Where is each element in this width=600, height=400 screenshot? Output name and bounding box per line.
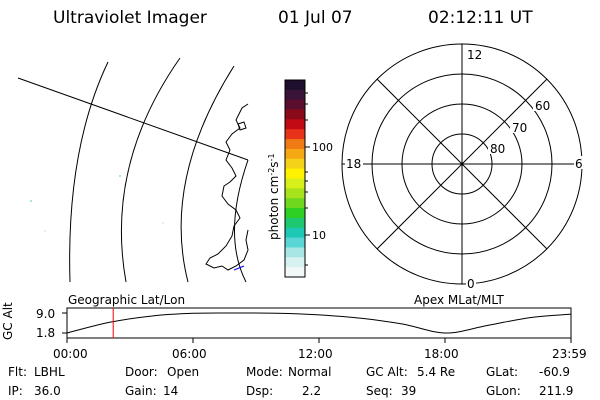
timeline-xtick-0: 00:00 — [53, 347, 88, 361]
map-latitude-arc-1 — [69, 61, 109, 283]
mode-value: Normal — [288, 365, 332, 379]
colorbar-cell — [285, 99, 305, 111]
map-speck-4 — [162, 222, 164, 224]
colorbar-cell — [285, 178, 305, 189]
colorbar-cell — [285, 257, 305, 268]
timeline-right-title: Apex MLat/MLT — [414, 293, 504, 307]
colorbar-axis-label: photon cm-2s-1 — [267, 153, 281, 240]
instrument-title: Ultraviolet Imager — [53, 8, 207, 28]
polar-diagonal-2 — [376, 78, 548, 250]
mlt-label-0: 0 — [467, 277, 475, 291]
mlat-label-70: 70 — [512, 121, 527, 135]
flt-label: Flt: — [8, 365, 27, 379]
colorbar-cell — [285, 139, 305, 150]
glat-value: -60.9 — [539, 365, 571, 379]
glon-value: 211.9 — [539, 384, 574, 398]
timeline-ytick-top: 9.0 — [36, 307, 56, 321]
colorbar-cell — [285, 217, 305, 229]
ip-value: 36.0 — [34, 384, 61, 398]
map-speck-2 — [119, 175, 121, 177]
flt-value: LBHL — [34, 365, 65, 379]
map-coastline — [205, 103, 249, 271]
mode-label: Mode: — [246, 365, 283, 379]
mlat-label-60: 60 — [535, 99, 550, 113]
colorbar-cell — [285, 89, 305, 101]
altitude-series-line — [66, 312, 572, 334]
mlat-label-80: 80 — [490, 142, 505, 156]
date-label: 01 Jul 07 — [278, 8, 353, 28]
ip-label: IP: — [8, 384, 23, 398]
door-label: Door: — [125, 365, 158, 379]
seq-value: 39 — [401, 384, 417, 398]
colorbar-cell — [285, 198, 305, 209]
map-latitude-arc-3 — [180, 65, 235, 283]
glat-label: GLat: — [486, 365, 519, 379]
colorbar-cell — [285, 247, 305, 258]
colorbar-label-100: 100 — [312, 141, 333, 154]
mlt-label-18: 18 — [346, 157, 361, 171]
colorbar-cell — [285, 208, 305, 219]
gcalt-label: GC Alt: — [366, 365, 408, 379]
door-value: Open — [167, 365, 200, 379]
map-speck-1 — [30, 200, 32, 202]
timeline-frame — [66, 307, 572, 339]
colorbar-frame — [284, 79, 306, 278]
timeline-xtick-2: 12:00 — [298, 347, 333, 361]
map-speck-3 — [44, 230, 46, 232]
colorbar-cell — [285, 267, 305, 278]
mlt-label-12: 12 — [467, 48, 482, 62]
colorbar-cell — [285, 129, 305, 140]
timeline-xtick-1: 06:00 — [172, 347, 207, 361]
timeline-ytick-bottom: 1.8 — [36, 326, 56, 340]
seq-label: Seq: — [366, 384, 393, 398]
timeline-xtick-4: 23:59 — [552, 347, 587, 361]
map-blue-stroke — [233, 265, 245, 271]
map-latitude-arc-4 — [234, 159, 249, 283]
timeline-left-title: Geographic Lat/Lon — [68, 293, 186, 307]
map-longitude-line — [17, 77, 249, 161]
colorbar-cell — [285, 158, 305, 170]
gain-value: 14 — [163, 384, 179, 398]
map-latitude-arc-2 — [121, 57, 181, 283]
colorbar-cell — [285, 168, 305, 180]
colorbar-cell — [285, 227, 305, 239]
timeline-xtick-3: 18:00 — [424, 347, 459, 361]
colorbar-cell — [285, 188, 305, 199]
gcalt-value: 5.4 Re — [417, 365, 456, 379]
colorbar-cell — [285, 237, 305, 249]
mlt-label-6: 6 — [575, 157, 583, 171]
dsp-value: 2.2 — [302, 384, 322, 398]
gain-label: Gain: — [125, 384, 157, 398]
time-label: 02:12:11 UT — [428, 8, 533, 28]
colorbar-cell — [285, 109, 305, 120]
colorbar-label-10: 10 — [312, 229, 326, 242]
colorbar-cell — [285, 119, 305, 130]
map-island — [237, 121, 247, 131]
colorbar-cell — [285, 80, 305, 91]
glon-label: GLon: — [486, 384, 521, 398]
colorbar-cell — [285, 148, 305, 160]
dsp-label: Dsp: — [246, 384, 274, 398]
